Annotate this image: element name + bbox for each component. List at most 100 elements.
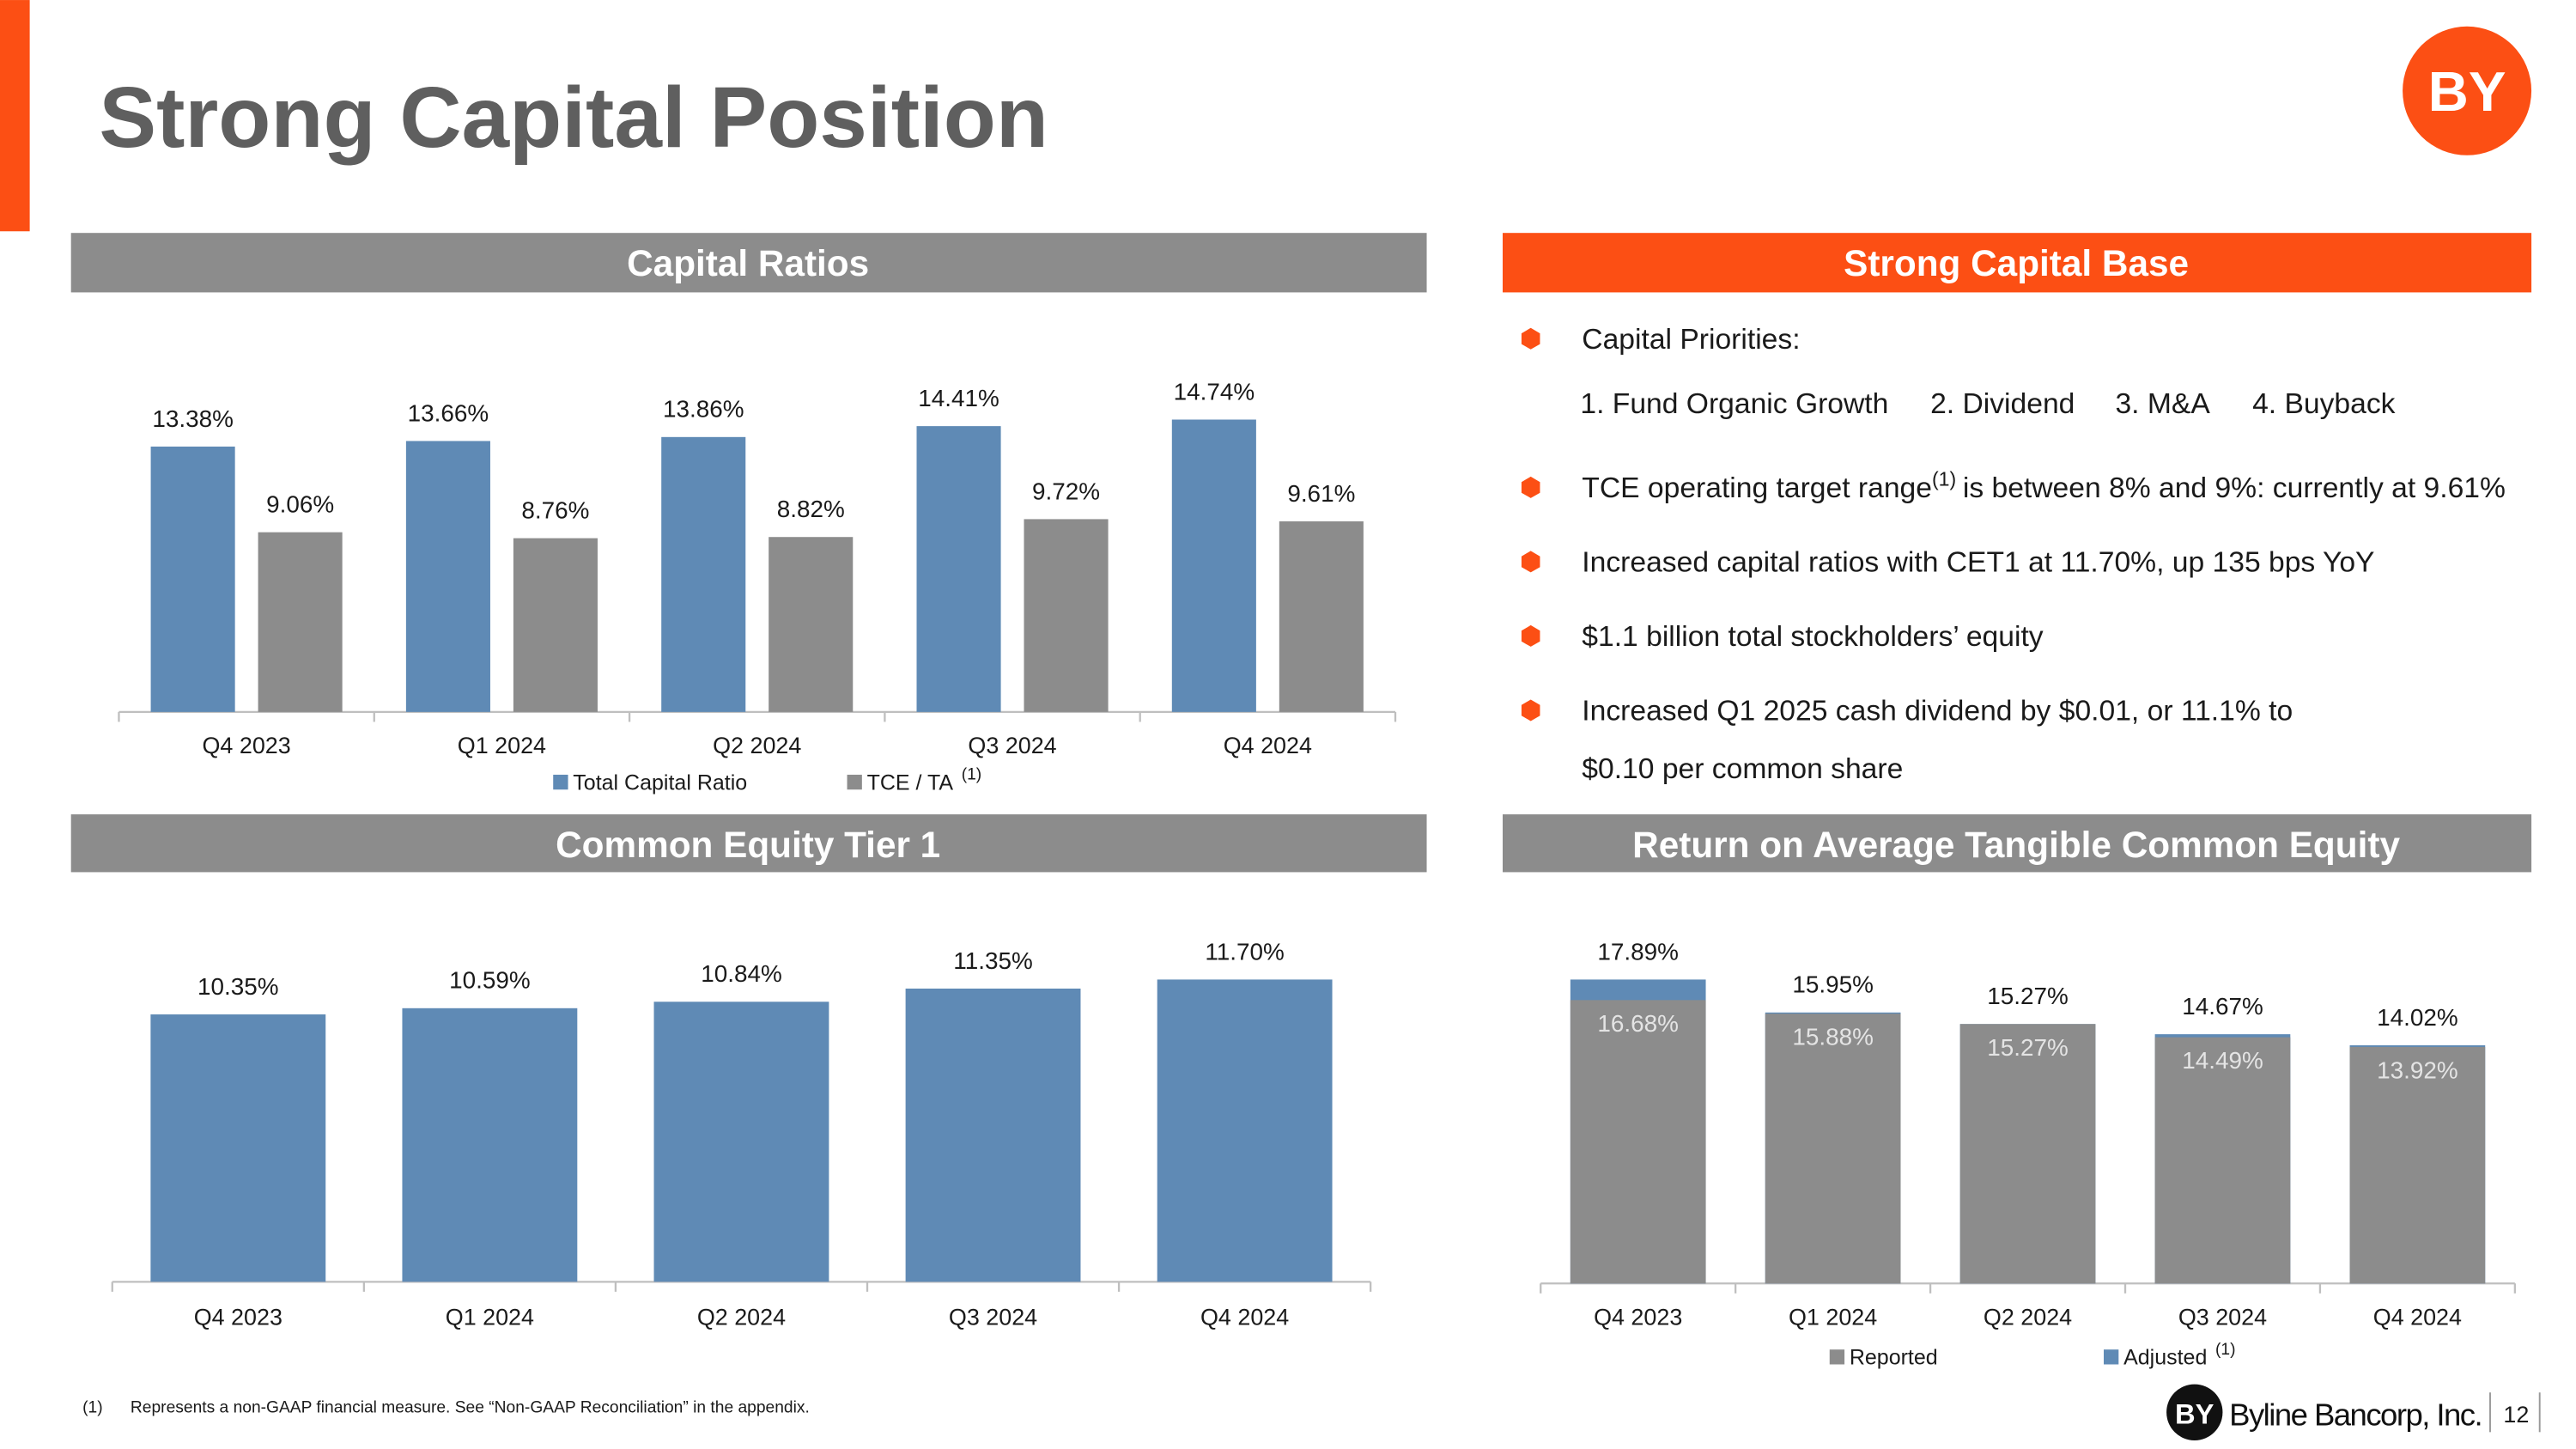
footnote: Represents a non-GAAP financial measure.…: [131, 1398, 810, 1416]
bar: [150, 1014, 326, 1282]
footer-logo-text: BY: [2175, 1398, 2215, 1430]
x-tick-label: Q4 2024: [1200, 1304, 1289, 1330]
legend-note: (1): [2215, 1341, 2235, 1359]
x-tick-label: Q2 2024: [697, 1304, 786, 1330]
legend-swatch: [847, 774, 862, 790]
bar: [2349, 1046, 2486, 1284]
bullet-text: Capital Priorities:: [1582, 324, 1800, 356]
data-label: 9.72%: [1032, 478, 1100, 504]
bar: [1570, 1000, 1706, 1284]
bullet-text: Increased Q1 2025 cash dividend by $0.01…: [1582, 696, 2293, 728]
data-label: 14.02%: [2377, 1004, 2458, 1031]
bullet-text: TCE operating target range(1) is between …: [1582, 467, 2506, 503]
legend-swatch: [1829, 1349, 1845, 1365]
data-label: 14.74%: [1174, 378, 1255, 405]
data-label: 13.92%: [2377, 1056, 2458, 1083]
bar: [661, 436, 746, 712]
bar: [1959, 1024, 2096, 1284]
bar: [1279, 521, 1364, 712]
data-label: 15.27%: [1987, 983, 2069, 1009]
priority: 1. Fund Organic Growth: [1580, 388, 1888, 420]
data-label: 10.59%: [449, 967, 531, 994]
data-label: 9.06%: [266, 491, 334, 518]
x-tick-label: Q2 2024: [1984, 1304, 2072, 1330]
data-label: 14.49%: [2182, 1047, 2263, 1074]
data-label: 15.88%: [1792, 1024, 1874, 1050]
bullet-icon: [1521, 476, 1540, 498]
priority: 3. M&A: [2115, 388, 2210, 420]
data-label: 11.70%: [1205, 938, 1284, 965]
bar: [1765, 1014, 1901, 1284]
data-label: 9.61%: [1287, 480, 1355, 507]
data-label: 8.82%: [777, 496, 845, 522]
legend-label: TCE / TA: [867, 770, 954, 795]
x-tick-label: Q4 2024: [1224, 733, 1312, 758]
data-label: 15.27%: [1987, 1034, 2069, 1061]
x-tick-label: Q4 2023: [1594, 1304, 1682, 1330]
bullet-icon: [1521, 327, 1540, 350]
legend-note: (1): [962, 766, 982, 784]
bar: [258, 532, 343, 712]
data-label: 17.89%: [1597, 938, 1679, 965]
bar: [916, 426, 1001, 712]
section-header: [70, 814, 1427, 873]
x-tick-label: Q3 2024: [968, 733, 1056, 758]
data-label: 15.95%: [1792, 971, 1874, 998]
legend-swatch: [2104, 1349, 2119, 1365]
x-tick-label: Q3 2024: [949, 1304, 1037, 1330]
data-label: 14.67%: [2182, 993, 2263, 1020]
bar: [150, 446, 235, 712]
x-tick-label: Q1 2024: [446, 1304, 534, 1330]
section-title: Strong Capital Base: [1844, 243, 2189, 283]
bullet-icon: [1521, 699, 1540, 721]
x-tick-label: Q1 2024: [458, 733, 546, 758]
data-label: 13.86%: [663, 396, 744, 423]
bar: [1157, 979, 1333, 1282]
x-tick-label: Q2 2024: [713, 733, 801, 758]
legend-label: Reported: [1850, 1346, 1938, 1370]
company-name: Byline Bancorp, Inc.: [2229, 1397, 2482, 1433]
bar: [402, 1008, 578, 1282]
bar: [513, 538, 598, 712]
bullet-text-part: is between 8% and 9%: currently at 9.61%: [1963, 472, 2506, 504]
logo: [2403, 26, 2532, 155]
section-title: Capital Ratios: [627, 243, 869, 283]
data-label: 13.38%: [152, 405, 234, 432]
bullet-text: $1.1 billion total stockholders’ equity: [1582, 621, 2043, 653]
legend-swatch: [553, 774, 568, 790]
footer-logo: [2166, 1384, 2223, 1440]
accent-bar: [0, 0, 30, 232]
x-tick-label: Q4 2023: [202, 733, 290, 758]
x-tick-label: Q3 2024: [2178, 1304, 2267, 1330]
priority: 2. Dividend: [1930, 388, 2075, 420]
bar: [653, 1002, 829, 1282]
bar: [769, 537, 854, 712]
slide-title: Strong Capital Position: [99, 70, 1048, 166]
section-title: Common Equity Tier 1: [556, 825, 940, 865]
x-tick-label: Q4 2024: [2373, 1304, 2462, 1330]
priority: 4. Buyback: [2252, 388, 2396, 420]
bar: [905, 988, 1081, 1282]
data-label: 8.76%: [521, 497, 589, 524]
section-title: Return on Average Tangible Common Equity: [1632, 825, 2400, 865]
section-header: [1503, 233, 2532, 293]
footnote-marker: (1): [82, 1398, 103, 1416]
section-header: [70, 233, 1427, 293]
bar: [2154, 1037, 2291, 1284]
footnote-marker: (1): [1932, 467, 1956, 490]
bullet-text-part: TCE operating target range: [1582, 472, 1932, 504]
legend-label: Adjusted: [2123, 1346, 2207, 1370]
logo-text: BY: [2428, 60, 2506, 123]
legend-label: Total Capital Ratio: [573, 770, 747, 795]
bullet-icon: [1521, 624, 1540, 647]
x-tick-label: Q4 2023: [194, 1304, 283, 1330]
data-label: 10.35%: [197, 973, 279, 1000]
bullet-text: Increased capital ratios with CET1 at 11…: [1582, 546, 2374, 578]
page-number: 12: [2503, 1402, 2529, 1428]
section-header: [1503, 814, 2532, 873]
data-label: 10.84%: [701, 960, 782, 987]
data-label: 11.35%: [953, 947, 1032, 974]
bar: [1171, 419, 1256, 712]
bar: [405, 441, 490, 712]
